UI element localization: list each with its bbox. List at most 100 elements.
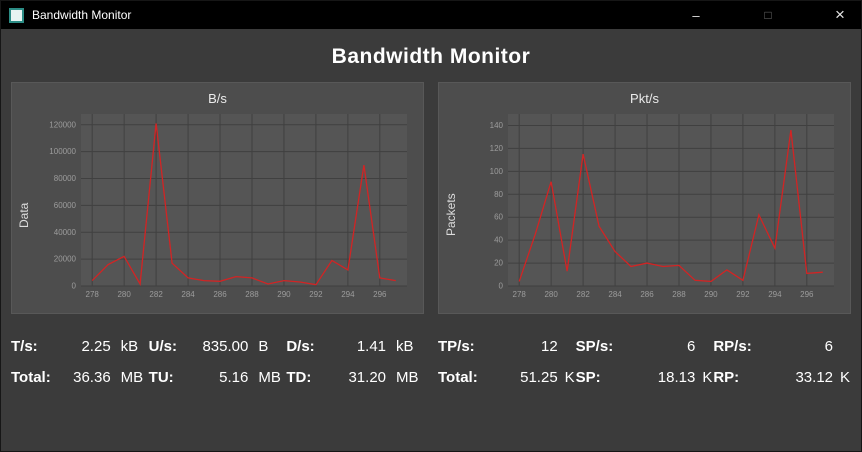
svg-text:0: 0 xyxy=(72,282,77,291)
stat-received-packets: RP: 33.12 K xyxy=(713,369,851,386)
stat-label: TU: xyxy=(148,369,174,386)
stat-label: SP/s: xyxy=(575,338,614,355)
svg-text:100000: 100000 xyxy=(49,147,76,156)
svg-text:20: 20 xyxy=(494,259,503,268)
svg-text:292: 292 xyxy=(309,290,323,299)
stat-value: 33.12 xyxy=(795,369,834,386)
stats-bytes-rates: T/s: 2.25 kB U/s: 835.00 B D/s: 1.41 kB xyxy=(11,338,424,355)
svg-text:294: 294 xyxy=(768,290,782,299)
stat-unit: MB xyxy=(120,369,144,386)
svg-text:292: 292 xyxy=(736,290,750,299)
svg-text:286: 286 xyxy=(213,290,227,299)
stat-unit: kB xyxy=(120,338,139,355)
bytes-chart-panel: B/s Data 0 20000 40000 60000 80000 100000 1200… xyxy=(11,82,424,314)
bytes-chart-ylabel: Data xyxy=(17,202,31,228)
stat-unit: MB xyxy=(396,369,419,386)
packets-chart-panel: Pkt/s Packets 0 20 40 60 80 100 120 140 278 280 28… xyxy=(438,82,851,314)
stat-value: 2.25 xyxy=(81,338,111,355)
stat-unit: MB xyxy=(258,369,281,386)
stat-value: 1.41 xyxy=(356,338,387,355)
stat-label: T/s: xyxy=(11,338,38,355)
page-title: Bandwidth Monitor xyxy=(331,45,531,68)
svg-text:278: 278 xyxy=(513,290,527,299)
svg-text:0: 0 xyxy=(499,282,504,291)
stat-sent-packets: SP: 18.13 K xyxy=(576,369,714,386)
stat-label: RP/s: xyxy=(713,338,752,355)
bytes-chart-title: B/s xyxy=(208,91,227,106)
stat-value: 36.36 xyxy=(73,369,111,386)
stat-unit: K xyxy=(702,369,713,386)
packets-chart-title: Pkt/s xyxy=(630,91,659,106)
svg-text:288: 288 xyxy=(245,290,259,299)
packets-chart-body: Packets 0 20 40 60 80 100 120 140 278 280 282 284 28… xyxy=(444,108,845,304)
minimize-button[interactable]: – xyxy=(679,1,713,29)
window-title: Bandwidth Monitor xyxy=(32,8,132,22)
stat-label: Total: xyxy=(438,369,478,386)
svg-text:294: 294 xyxy=(341,290,355,299)
titlebar[interactable]: Bandwidth Monitor – □ × xyxy=(1,1,861,29)
svg-text:280: 280 xyxy=(117,290,131,299)
stat-unit: K xyxy=(840,369,851,386)
stats-section: T/s: 2.25 kB U/s: 835.00 B D/s: 1.41 kB … xyxy=(1,338,861,386)
svg-text:60000: 60000 xyxy=(54,201,77,210)
svg-text:60: 60 xyxy=(494,213,503,222)
app-window: Bandwidth Monitor – □ × Bandwidth Monito… xyxy=(1,1,861,386)
stat-value: 51.25 xyxy=(520,369,558,386)
stat-unit: B xyxy=(258,338,269,355)
stat-label: U/s: xyxy=(148,338,178,355)
close-button[interactable]: × xyxy=(823,1,857,29)
stat-value: 31.20 xyxy=(348,369,387,386)
stat-value: 18.13 xyxy=(657,369,696,386)
svg-text:290: 290 xyxy=(277,290,291,299)
window-controls: – □ × xyxy=(641,1,861,29)
stat-total-packets: Total: 51.25 K xyxy=(438,369,576,386)
stats-row-rates: T/s: 2.25 kB U/s: 835.00 B D/s: 1.41 kB … xyxy=(11,338,851,355)
stat-label: D/s: xyxy=(286,338,315,355)
stat-label: SP: xyxy=(575,369,601,386)
stat-sent-packets-per-sec: SP/s: 6 xyxy=(576,338,714,355)
svg-text:284: 284 xyxy=(608,290,622,299)
svg-text:20000: 20000 xyxy=(54,255,77,264)
svg-text:288: 288 xyxy=(672,290,686,299)
stat-label: TD: xyxy=(286,369,312,386)
stat-total-bytes: Total: 36.36 MB xyxy=(11,369,149,386)
svg-text:80: 80 xyxy=(494,190,503,199)
bytes-chart: 0 20000 40000 60000 80000 100000 120000 278 280 2… xyxy=(49,114,407,299)
stat-total-per-sec: T/s: 2.25 kB xyxy=(11,338,149,355)
stat-label: RP: xyxy=(713,369,740,386)
svg-text:120000: 120000 xyxy=(49,120,76,129)
stats-row-totals: Total: 36.36 MB TU: 5.16 MB TD: 31.20 MB… xyxy=(11,369,851,386)
stat-download-per-sec: D/s: 1.41 kB xyxy=(286,338,424,355)
stat-total-uploaded: TU: 5.16 MB xyxy=(149,369,287,386)
charts-row: B/s Data 0 20000 40000 60000 80000 100000 1200… xyxy=(1,82,861,314)
app-icon xyxy=(9,7,24,23)
maximize-button[interactable]: □ xyxy=(751,1,785,29)
stat-value: 6 xyxy=(687,338,696,355)
svg-text:280: 280 xyxy=(544,290,558,299)
svg-text:140: 140 xyxy=(490,121,504,130)
stat-label: Total: xyxy=(11,369,51,386)
stat-received-packets-per-sec: RP/s: 6 xyxy=(713,338,851,355)
svg-text:282: 282 xyxy=(149,290,163,299)
packets-chart: 0 20 40 60 80 100 120 140 278 280 282 284 286 288 290 2… xyxy=(490,114,834,299)
stat-value: 6 xyxy=(824,338,834,355)
stat-total-packets-per-sec: TP/s: 12 xyxy=(438,338,576,355)
svg-text:286: 286 xyxy=(640,290,654,299)
stat-value: 835.00 xyxy=(202,338,249,355)
svg-text:290: 290 xyxy=(704,290,718,299)
svg-text:296: 296 xyxy=(373,290,387,299)
stats-bytes-totals: Total: 36.36 MB TU: 5.16 MB TD: 31.20 MB xyxy=(11,369,424,386)
svg-text:296: 296 xyxy=(800,290,814,299)
svg-text:284: 284 xyxy=(181,290,195,299)
stats-packet-totals: Total: 51.25 K SP: 18.13 K RP: 33.12 K xyxy=(438,369,851,386)
stat-value: 5.16 xyxy=(219,369,249,386)
svg-text:80000: 80000 xyxy=(54,174,77,183)
stats-packet-rates: TP/s: 12 SP/s: 6 RP/s: 6 xyxy=(438,338,851,355)
svg-text:100: 100 xyxy=(490,167,504,176)
stat-unit: kB xyxy=(396,338,414,355)
stat-total-downloaded: TD: 31.20 MB xyxy=(286,369,424,386)
svg-text:282: 282 xyxy=(576,290,590,299)
stat-label: TP/s: xyxy=(438,338,475,355)
packets-chart-ylabel: Packets xyxy=(444,193,458,237)
stat-upload-per-sec: U/s: 835.00 B xyxy=(149,338,287,355)
